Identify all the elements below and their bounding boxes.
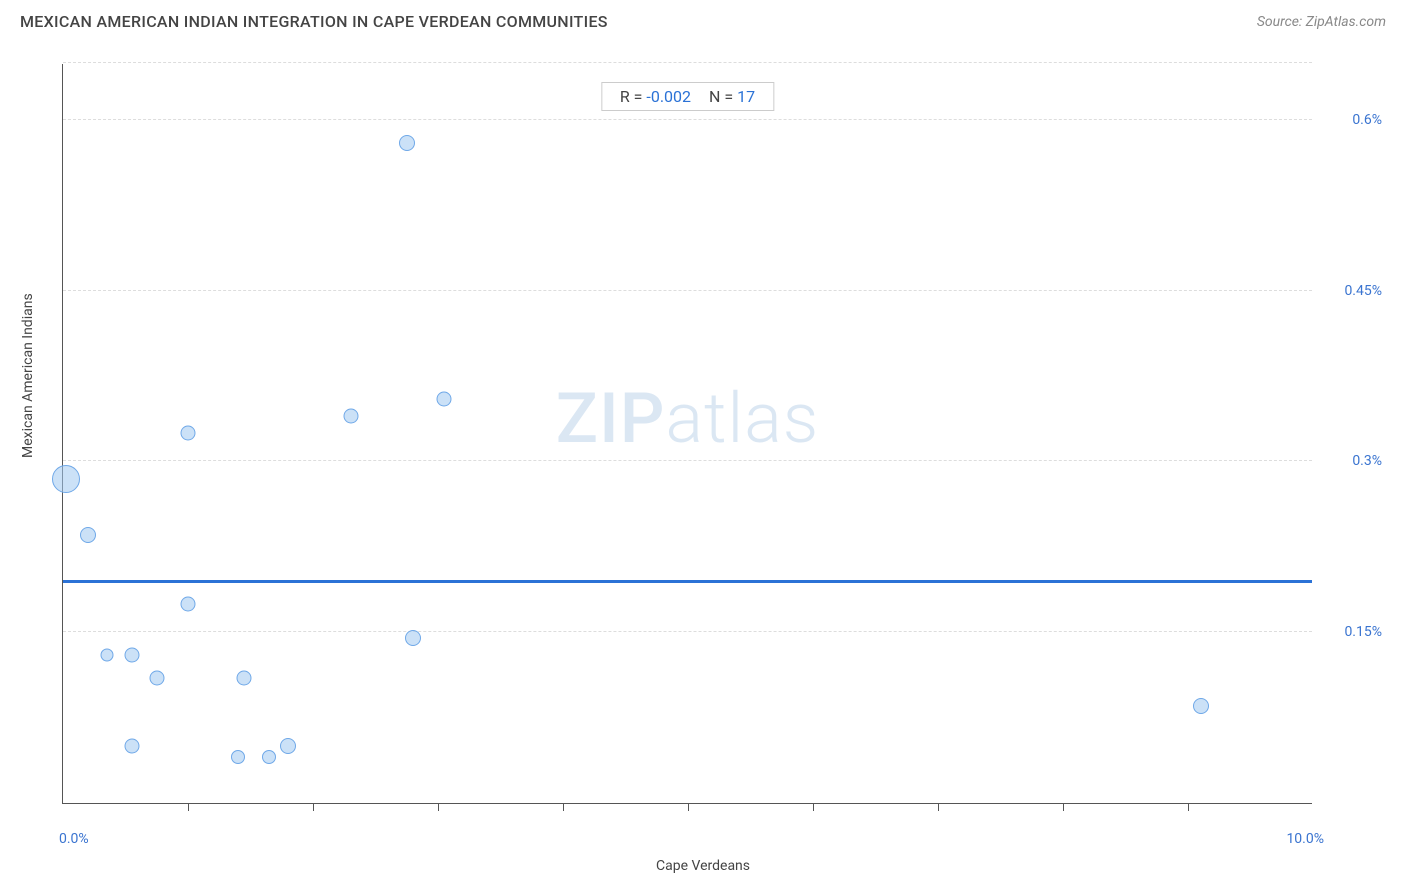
- watermark: ZIPatlas: [556, 378, 820, 460]
- scatter-point: [262, 750, 276, 764]
- scatter-point: [181, 596, 196, 611]
- y-tick-label: 0.3%: [1322, 453, 1382, 469]
- x-tick: [938, 803, 939, 811]
- scatter-point: [124, 648, 139, 663]
- gridline-h: [63, 62, 1312, 63]
- x-axis-label: Cape Verdeans: [656, 858, 750, 874]
- y-tick-label: 0.6%: [1322, 112, 1382, 128]
- source-name: ZipAtlas.com: [1306, 14, 1386, 30]
- scatter-point: [80, 527, 96, 543]
- scatter-point: [124, 739, 139, 754]
- watermark-part2: atlas: [665, 378, 819, 460]
- stat-r-label: R =: [620, 87, 647, 106]
- x-tick: [563, 803, 564, 811]
- x-tick: [813, 803, 814, 811]
- scatter-point: [52, 465, 80, 493]
- x-tick: [1063, 803, 1064, 811]
- plot-area: ZIPatlas R = -0.002 N = 17 0.0% 10.0% 0.…: [62, 64, 1312, 804]
- chart-title: MEXICAN AMERICAN INDIAN INTEGRATION IN C…: [20, 12, 608, 31]
- scatter-point: [1193, 698, 1209, 714]
- trend-line: [63, 580, 1312, 583]
- stat-r: R = -0.002: [620, 87, 691, 106]
- stat-r-value: -0.002: [646, 87, 691, 106]
- scatter-point: [405, 630, 421, 646]
- x-tick: [688, 803, 689, 811]
- scatter-point: [399, 135, 415, 151]
- scatter-point: [231, 750, 245, 764]
- stats-box: R = -0.002 N = 17: [601, 82, 774, 111]
- x-tick: [438, 803, 439, 811]
- stat-n-label: N =: [709, 87, 737, 106]
- gridline-h: [63, 119, 1312, 120]
- y-axis-label: Mexican American Indians: [20, 293, 36, 458]
- gridline-h: [63, 460, 1312, 461]
- chart-container: Mexican American Indians ZIPatlas R = -0…: [20, 44, 1386, 872]
- y-tick-label: 0.45%: [1322, 283, 1382, 299]
- scatter-point: [149, 670, 164, 685]
- x-tick-label-min: 0.0%: [59, 831, 89, 847]
- x-tick: [1188, 803, 1189, 811]
- chart-header: MEXICAN AMERICAN INDIAN INTEGRATION IN C…: [0, 0, 1406, 35]
- source-attribution: Source: ZipAtlas.com: [1257, 14, 1386, 30]
- scatter-point: [237, 670, 252, 685]
- stat-n: N = 17: [709, 87, 755, 106]
- source-prefix: Source:: [1257, 14, 1306, 30]
- scatter-point: [280, 738, 296, 754]
- x-tick: [188, 803, 189, 811]
- scatter-point: [181, 426, 196, 441]
- stat-n-value: 17: [737, 87, 755, 106]
- x-tick-label-max: 10.0%: [1286, 831, 1324, 847]
- scatter-point: [437, 391, 452, 406]
- gridline-h: [63, 290, 1312, 291]
- x-tick: [313, 803, 314, 811]
- watermark-part1: ZIP: [556, 378, 666, 460]
- y-tick-label: 0.15%: [1322, 624, 1382, 640]
- scatter-point: [343, 408, 358, 423]
- scatter-point: [100, 649, 113, 662]
- gridline-h: [63, 631, 1312, 632]
